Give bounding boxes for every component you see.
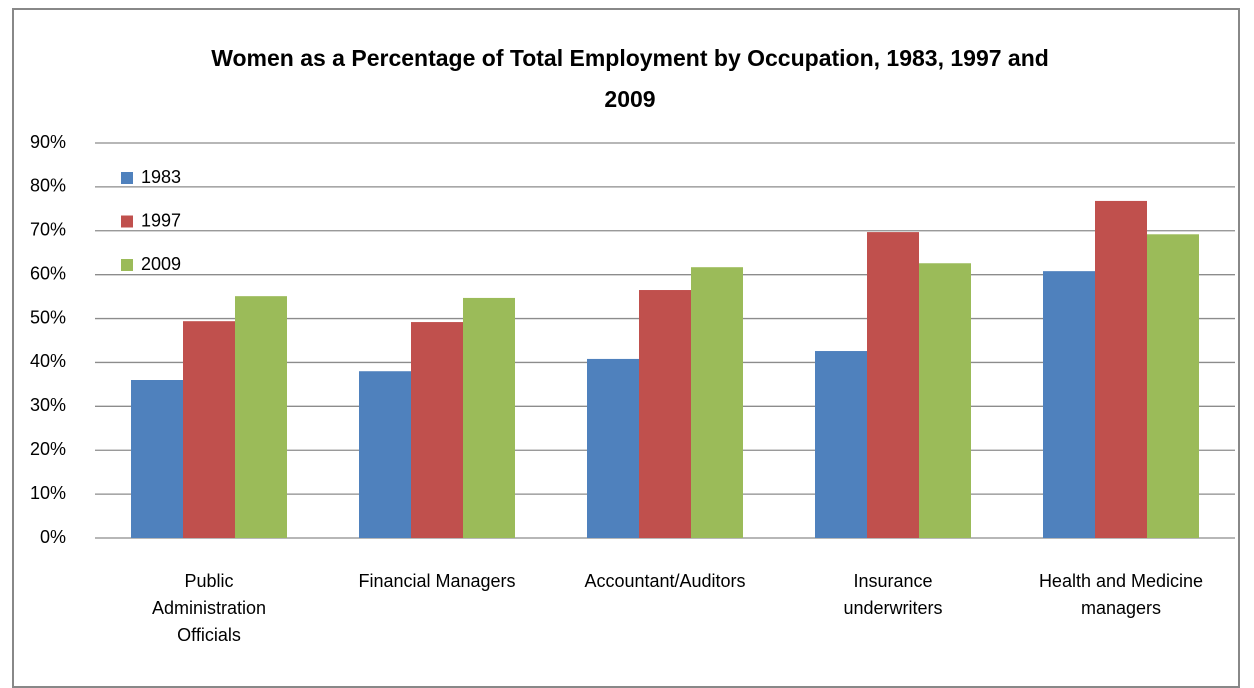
bar bbox=[131, 380, 183, 538]
bar bbox=[1147, 234, 1199, 539]
y-tick-label: 20% bbox=[30, 439, 66, 459]
x-tick-label: Health and Medicine managers bbox=[1038, 571, 1204, 618]
y-tick-label: 90% bbox=[30, 132, 66, 152]
x-tick-label: Insurance underwriters bbox=[843, 571, 943, 618]
bar bbox=[691, 267, 743, 538]
bar bbox=[639, 290, 691, 538]
legend-label: 2009 bbox=[141, 254, 181, 274]
bar bbox=[183, 321, 235, 538]
y-tick-label: 40% bbox=[30, 351, 66, 371]
bar bbox=[815, 351, 867, 538]
x-tick-label: Financial Managers bbox=[358, 571, 516, 591]
legend-label: 1983 bbox=[141, 167, 181, 187]
bar bbox=[919, 263, 971, 538]
bar bbox=[463, 297, 515, 538]
bar bbox=[359, 371, 411, 538]
y-tick-label: 80% bbox=[30, 176, 66, 196]
y-tick-label: 60% bbox=[30, 263, 66, 283]
bar bbox=[867, 232, 919, 538]
legend-swatch bbox=[121, 259, 133, 271]
bar bbox=[1043, 271, 1095, 538]
y-tick-label: 50% bbox=[30, 307, 66, 327]
bar bbox=[411, 322, 463, 538]
legend-label: 1997 bbox=[141, 210, 181, 230]
bar bbox=[587, 358, 639, 538]
bar bbox=[235, 296, 287, 538]
legend-swatch bbox=[121, 215, 133, 228]
y-tick-label: 30% bbox=[30, 395, 66, 415]
y-tick-label: 10% bbox=[30, 483, 66, 503]
x-tick-label: Public Administration Officials bbox=[151, 571, 267, 645]
x-tick-label: Accountant/Auditors bbox=[584, 571, 746, 591]
chart-title: Women as a Percentage of Total Employmen… bbox=[211, 45, 1049, 112]
legend-swatch bbox=[121, 172, 133, 184]
bar bbox=[1095, 200, 1147, 538]
y-tick-label: 70% bbox=[30, 220, 66, 240]
y-tick-label: 0% bbox=[40, 527, 66, 547]
